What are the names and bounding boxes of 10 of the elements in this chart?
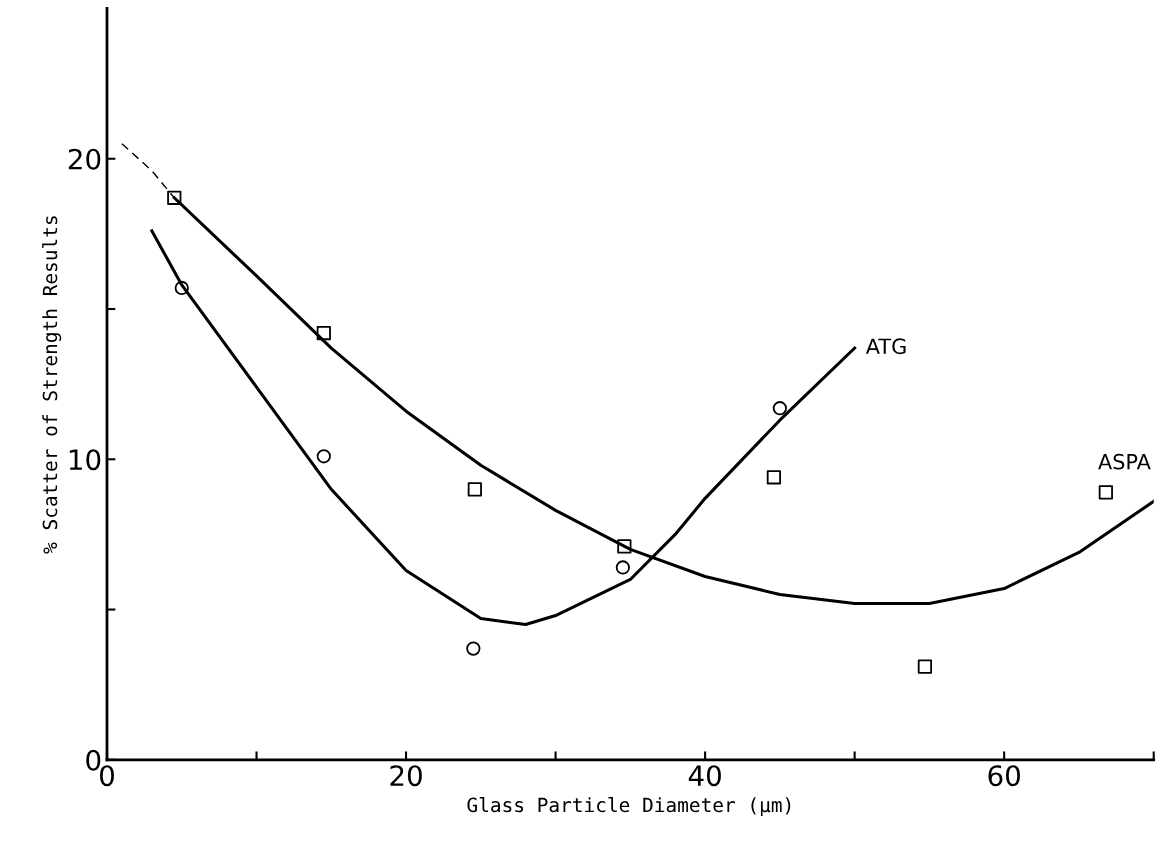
x-tick-label: 20	[390, 765, 422, 787]
x-axis-title: Glass Particle Diameter (μm)	[467, 797, 791, 817]
x-tick-label: 60	[988, 765, 1020, 787]
y-axis-title: % Scatter of Strength Results	[42, 216, 62, 554]
series-label: ATG	[865, 338, 906, 355]
y-tick-label: 20	[68, 148, 101, 170]
y-tick-label: 10	[69, 449, 101, 471]
series-label: ASPA	[1098, 453, 1151, 470]
x-tick-label: 40	[688, 765, 721, 787]
y-tick-label: 0	[86, 749, 101, 771]
